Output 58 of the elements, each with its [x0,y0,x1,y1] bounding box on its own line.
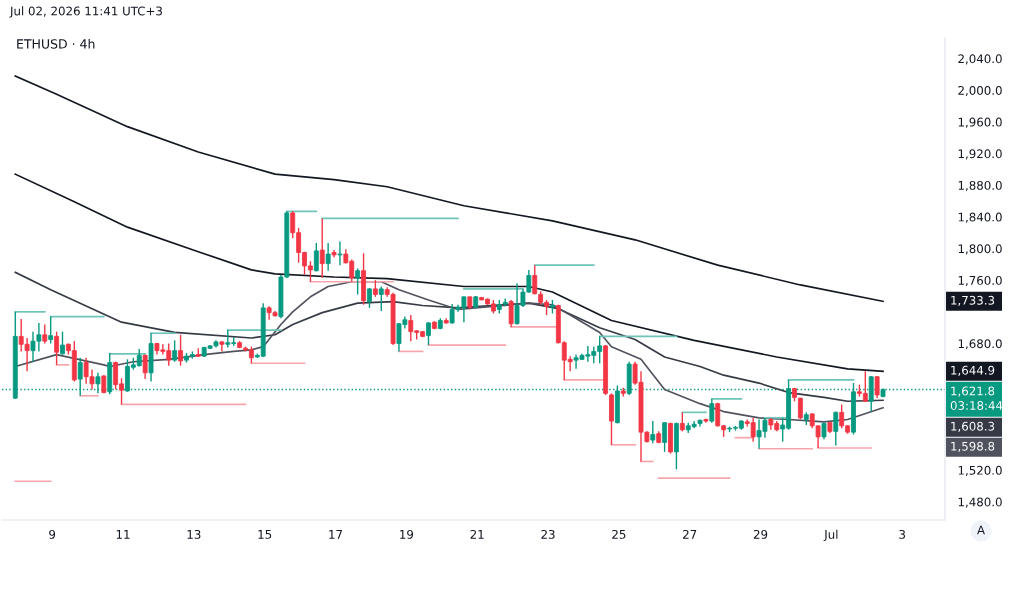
x-tick-label: 21 [470,529,484,539]
y-tick-label: 1,520.0 [958,465,1002,476]
y-tick-label: 1,840.0 [958,212,1002,223]
line-series [14,271,884,403]
candlestick [48,315,54,345]
x-tick-label: Jul [823,529,838,542]
text: A [977,525,985,535]
candlestick [355,267,361,296]
x-tick-label: 15 [258,530,272,539]
candlestick [172,339,178,363]
candlestick [142,353,148,380]
x-tick-label: 9 [49,529,56,539]
candlestick [833,410,839,447]
y-tick-label: 1,960.0 [958,117,1002,128]
y-tick-label: 1,880.0 [958,180,1002,192]
candlestick [367,287,372,309]
text: 1,733.3 [951,295,995,306]
candlestick [319,217,325,279]
candlestick [54,330,60,366]
candlestick [650,420,656,444]
text: 1,644.9 [951,365,995,376]
candlestick [60,330,65,356]
candlestick [325,242,331,272]
candlestick [709,398,715,424]
candlestick [662,421,668,453]
text: Jul 02, 2026 11:41 UTC+3 [9,6,162,18]
line-series [14,173,884,373]
candlestick [42,323,48,345]
x-tick-label: 17 [329,530,343,539]
x-tick-label: 29 [753,529,768,539]
candlestick [679,411,685,433]
x-tick-label: 19 [400,529,414,539]
candlestick [337,240,343,266]
text: 1,598.8 [951,441,995,452]
chart-title: ETHUSD · 4h [17,38,95,49]
x-tick-label: 11 [116,530,130,539]
x-tick-label: 3 [899,529,906,539]
ref-line-label: 1,621.8 03:18:44 [950,386,1003,410]
candlestick [95,372,101,395]
line-series [14,75,884,303]
y-tick-label: 1,480.0 [958,497,1002,508]
candlestick [508,299,514,328]
candlestick [378,285,384,312]
y-tick-label: 1,800.0 [958,244,1002,255]
candlestick [426,321,431,346]
x-tick-label: 23 [541,529,555,539]
candlestick [313,242,319,273]
candlestick [178,334,183,367]
y-tick-label: 1,920.0 [958,149,1002,160]
y-tick-label: 1,760.0 [958,275,1002,287]
x-tick-label: 27 [683,529,697,539]
candlestick [532,264,538,296]
y-tick-label: 1,680.0 [958,339,1002,350]
text: 1,608.3 [951,421,995,432]
x-tick-label: 13 [187,529,201,539]
x-tick-label: 25 [612,529,626,539]
y-tick-label: 2,040.0 [958,54,1002,65]
y-tick-label: 2,000.0 [958,85,1002,97]
